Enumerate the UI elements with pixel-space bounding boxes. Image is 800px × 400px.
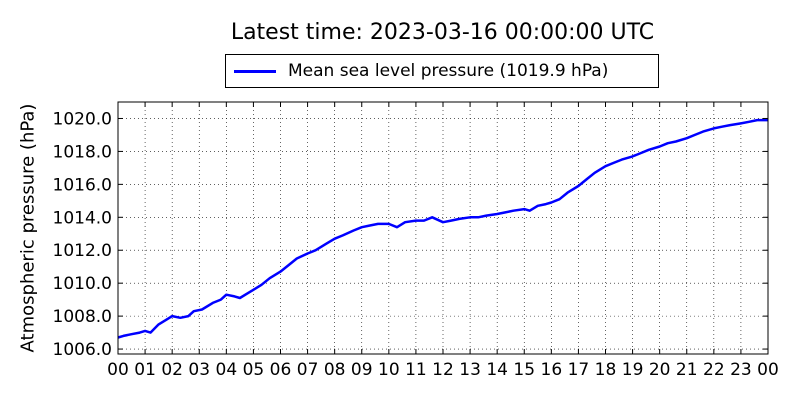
x-tick-label: 10 [378,360,400,380]
x-tick-label: 23 [730,360,752,380]
x-tick-label: 18 [595,360,617,380]
x-tick-label: 21 [676,360,698,380]
x-tick-label: 16 [541,360,563,380]
x-tick-label: 08 [324,360,346,380]
x-tick-label: 04 [216,360,238,380]
x-tick-label: 13 [459,360,481,380]
grid [117,102,769,354]
x-tick-label: 17 [568,360,590,380]
x-tick-label: 20 [649,360,671,380]
x-tick-labels: 00 01 02 03 04 05 06 07 08 09 10 11 12 13 14 15 16 17 18 19… [107,360,779,380]
x-tick-label: 14 [486,360,508,380]
legend-entry-label: Mean sea level pressure (1019.9 hPa) [288,61,609,81]
x-tick-label: 00 [107,360,129,380]
y-tick-label: 1016.0 [53,175,112,195]
x-tick-label: 19 [622,360,644,380]
x-tick-label: 05 [243,360,265,380]
legend: Mean sea level pressure (1019.9 hPa) [225,54,659,88]
x-tick-label: 01 [134,360,156,380]
x-tick-label: 00 [757,360,779,380]
y-tick-label: 1018.0 [53,142,112,162]
x-tick-label: 09 [351,360,373,380]
legend-line-swatch [234,70,276,73]
x-tick-label: 22 [703,360,725,380]
x-tick-label: 12 [432,360,454,380]
y-tick-label: 1012.0 [53,241,112,261]
y-tick-label: 1014.0 [53,208,112,228]
y-tick-label: 1008.0 [53,307,112,327]
ticks [117,102,769,354]
x-tick-label: 06 [270,360,292,380]
x-tick-label: 11 [405,360,427,380]
y-tick-labels: 1006.0 1008.0 1010.0 1012.0 1014.0 1016.0 1018… [53,109,112,360]
x-tick-label: 07 [297,360,319,380]
y-tick-label: 1020.0 [53,109,112,129]
y-tick-label: 1006.0 [53,340,112,360]
y-tick-label: 1010.0 [53,274,112,294]
x-tick-label: 15 [513,360,535,380]
x-tick-label: 02 [161,360,183,380]
x-tick-label: 03 [188,360,210,380]
series-line-mean-sea-level-pressure [117,118,768,339]
chart-title: Latest time: 2023-03-16 00:00:00 UTC [230,20,655,45]
